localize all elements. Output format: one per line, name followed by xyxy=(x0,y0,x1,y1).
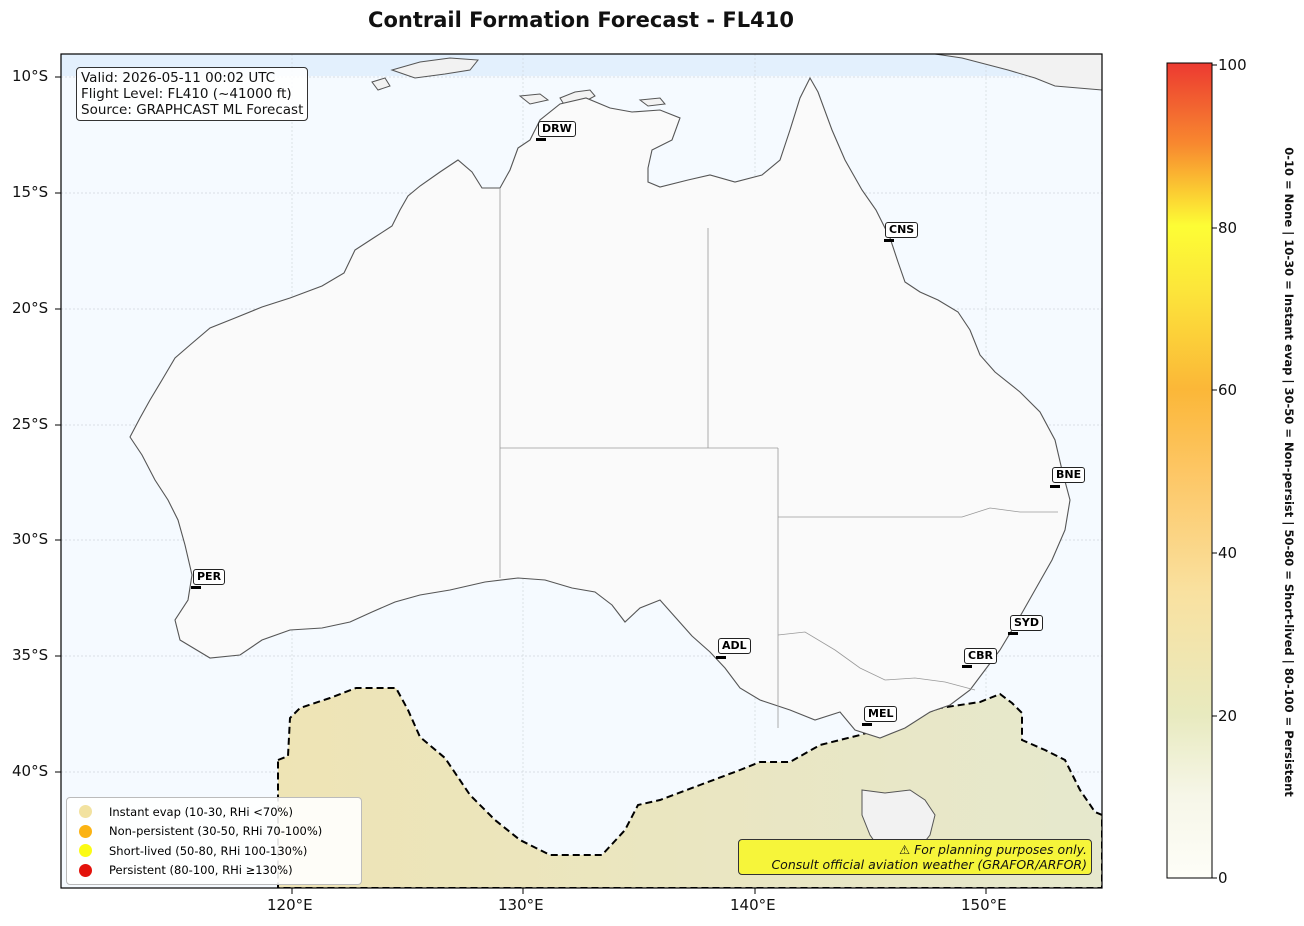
legend-item-persistent: Persistent (80-100, RHi ≥130%) xyxy=(67,861,361,881)
flight-level: Flight Level: FL410 (~41000 ft) xyxy=(81,86,292,102)
state-borders xyxy=(499,188,1058,728)
lon-label-120e: 120°E xyxy=(267,896,313,914)
forecast-info-box: Valid: 2026-05-11 00:02 UTC Flight Level… xyxy=(76,67,309,121)
colorbar-tick-20: 20 xyxy=(1218,707,1238,725)
new-guinea-land xyxy=(371,54,1102,91)
legend-item-short-lived: Short-lived (50-80, RHi 100-130%) xyxy=(67,841,361,861)
warning-line-2: Consult official aviation weather (GRAFO… xyxy=(771,857,1087,872)
airport-label-adl: ADL xyxy=(718,638,751,654)
airport-markers xyxy=(191,138,1060,726)
airport-label-per: PER xyxy=(193,569,226,585)
lat-label-20s: 20°S xyxy=(12,299,49,317)
timor-islands xyxy=(518,89,666,107)
legend-label: Non-persistent (30-50, RHi 70-100%) xyxy=(109,824,323,839)
legend: Instant evap (10-30, RHi <70%) Non-persi… xyxy=(66,797,362,885)
lat-label-15s: 15°S xyxy=(12,183,49,201)
warning-line-1: ⚠ For planning purposes only. xyxy=(899,842,1087,857)
colorbar-tick-40: 40 xyxy=(1218,544,1238,562)
legend-label: Short-lived (50-80, RHi 100-130%) xyxy=(109,843,308,858)
colorbar-tick-80: 80 xyxy=(1218,219,1238,237)
colorbar-ticks xyxy=(1212,64,1217,879)
airport-label-cbr: CBR xyxy=(964,648,997,664)
lon-label-150e: 150°E xyxy=(961,896,1007,914)
lat-label-40s: 40°S xyxy=(12,762,49,780)
lat-label-35s: 35°S xyxy=(12,646,49,664)
colorbar-tick-100: 100 xyxy=(1218,56,1247,74)
colorbar-tick-60: 60 xyxy=(1218,381,1238,399)
legend-dot-icon xyxy=(79,805,92,819)
lon-label-130e: 130°E xyxy=(498,896,544,914)
map-title: Contrail Formation Forecast - FL410 xyxy=(368,8,794,32)
colorbar-category-text: 0-10 = None | 10-30 = Instant evap | 30-… xyxy=(1282,147,1296,797)
legend-label: Persistent (80-100, RHi ≥130%) xyxy=(109,863,293,878)
data-source: Source: GRAPHCAST ML Forecast xyxy=(81,102,304,118)
lat-label-25s: 25°S xyxy=(12,415,49,433)
airport-label-bne: BNE xyxy=(1052,467,1086,483)
legend-dot-icon xyxy=(79,844,92,858)
legend-item-instant-evap: Instant evap (10-30, RHi <70%) xyxy=(67,802,361,822)
map-frame xyxy=(60,53,1103,889)
lat-label-10s: 10°S xyxy=(12,67,49,85)
airport-label-drw: DRW xyxy=(538,121,576,137)
colorbar-gradient xyxy=(1166,62,1213,879)
colorbar-tick-0: 0 xyxy=(1218,869,1228,887)
ocean-north-band xyxy=(61,54,1102,76)
airport-label-cns: CNS xyxy=(885,222,919,238)
legend-dot-icon xyxy=(79,863,92,877)
airport-label-syd: SYD xyxy=(1010,615,1044,631)
lon-label-140e: 140°E xyxy=(730,896,776,914)
australia-mainland xyxy=(129,76,1071,739)
lat-label-30s: 30°S xyxy=(12,530,49,548)
colorbar-side-label: 0-10 = None | 10-30 = Instant evap | 30-… xyxy=(1281,62,1297,882)
valid-time: Valid: 2026-05-11 00:02 UTC xyxy=(81,70,276,86)
legend-item-non-persistent: Non-persistent (30-50, RHi 70-100%) xyxy=(67,822,361,842)
planning-warning-box: ⚠ For planning purposes only. Consult of… xyxy=(738,839,1092,875)
legend-dot-icon xyxy=(79,824,92,838)
legend-label: Instant evap (10-30, RHi <70%) xyxy=(109,804,293,819)
airport-label-mel: MEL xyxy=(864,706,898,722)
axis-ticks xyxy=(55,76,987,894)
